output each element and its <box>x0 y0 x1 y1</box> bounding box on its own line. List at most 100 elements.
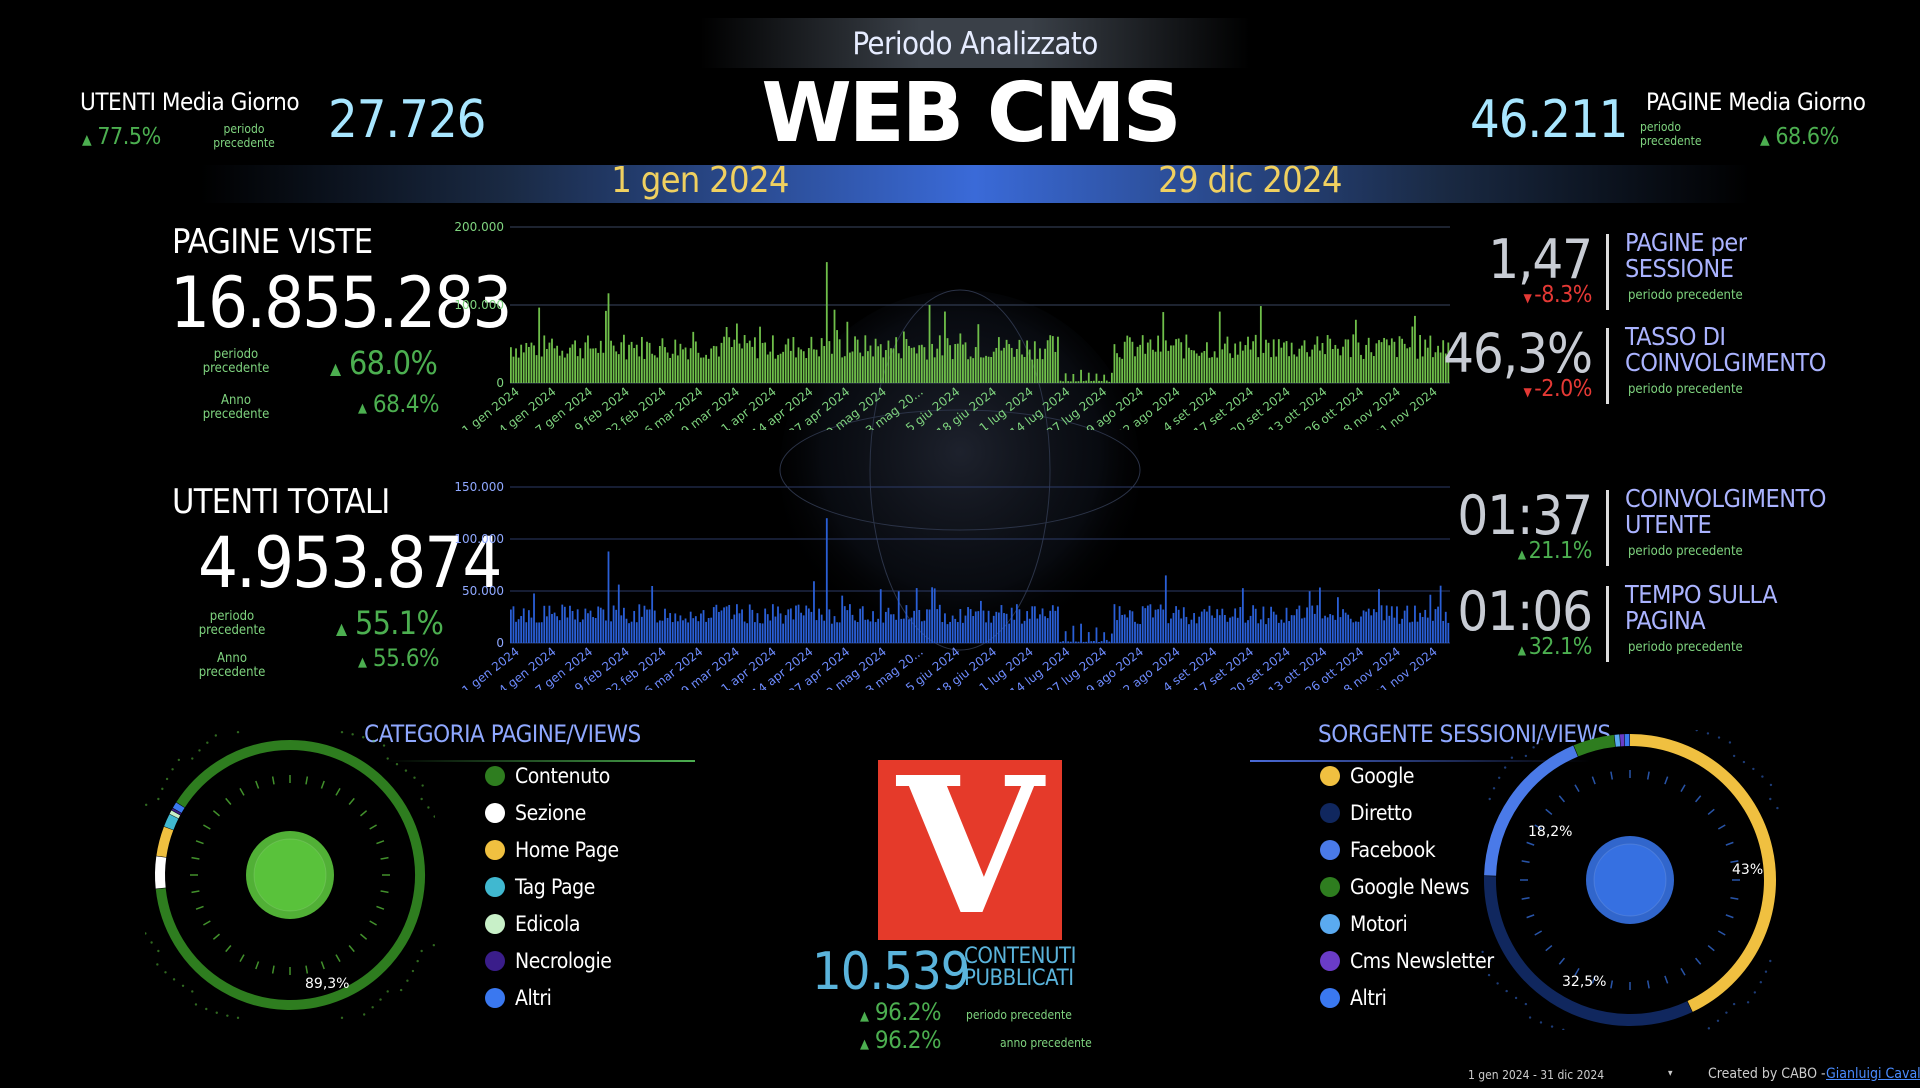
bar[interactable] <box>1021 623 1023 643</box>
bar[interactable] <box>743 335 746 383</box>
bar[interactable] <box>949 345 951 383</box>
bar[interactable] <box>1324 354 1326 383</box>
bar[interactable] <box>825 262 828 383</box>
bar[interactable] <box>1329 614 1332 643</box>
bar[interactable] <box>1193 613 1195 643</box>
bar[interactable] <box>838 339 841 383</box>
bar[interactable] <box>700 613 702 643</box>
bar[interactable] <box>1372 609 1375 643</box>
bar[interactable] <box>569 347 571 383</box>
bar[interactable] <box>1182 358 1185 383</box>
bar[interactable] <box>1424 609 1427 643</box>
bar[interactable] <box>985 622 987 643</box>
bar[interactable] <box>1216 609 1219 643</box>
bar[interactable] <box>856 339 859 383</box>
bar[interactable] <box>1069 381 1072 383</box>
bar[interactable] <box>1259 619 1262 643</box>
bar[interactable] <box>1411 326 1414 383</box>
bar[interactable] <box>515 348 517 383</box>
bar[interactable] <box>972 358 975 383</box>
bar[interactable] <box>1113 604 1116 643</box>
bar[interactable] <box>872 356 874 383</box>
bar[interactable] <box>884 350 887 383</box>
bar[interactable] <box>1329 338 1332 383</box>
bar[interactable] <box>741 609 743 643</box>
bar[interactable] <box>1218 311 1221 383</box>
bar[interactable] <box>928 609 931 643</box>
bar[interactable] <box>669 613 672 643</box>
bar[interactable] <box>938 335 941 383</box>
bar[interactable] <box>512 606 515 643</box>
bar[interactable] <box>1018 339 1021 383</box>
bar[interactable] <box>689 348 692 383</box>
bar[interactable] <box>1396 357 1398 383</box>
bar[interactable] <box>543 605 546 643</box>
bar[interactable] <box>992 615 995 643</box>
bar[interactable] <box>682 620 684 643</box>
bar[interactable] <box>1018 609 1021 643</box>
bar[interactable] <box>1062 641 1064 643</box>
bar[interactable] <box>753 622 756 643</box>
bar[interactable] <box>718 356 720 383</box>
bar[interactable] <box>630 341 633 383</box>
bar[interactable] <box>736 323 738 383</box>
bar[interactable] <box>1403 610 1406 643</box>
bar[interactable] <box>931 587 933 643</box>
bar[interactable] <box>525 622 528 643</box>
bar[interactable] <box>1236 354 1239 383</box>
bar[interactable] <box>1362 610 1365 643</box>
bar[interactable] <box>1398 623 1401 643</box>
bar[interactable] <box>1131 611 1134 643</box>
date-start[interactable]: 1 gen 2024 <box>611 160 789 201</box>
bar[interactable] <box>1036 358 1039 383</box>
bar[interactable] <box>669 357 672 383</box>
bar[interactable] <box>1121 614 1124 643</box>
bar[interactable] <box>612 345 615 383</box>
bar[interactable] <box>1044 348 1047 383</box>
bar[interactable] <box>517 619 520 643</box>
bar[interactable] <box>771 335 774 383</box>
bar[interactable] <box>946 338 949 383</box>
bar[interactable] <box>1136 623 1139 643</box>
bar[interactable] <box>723 336 725 383</box>
bar[interactable] <box>1288 621 1290 643</box>
bar[interactable] <box>1031 606 1034 643</box>
bar[interactable] <box>851 614 854 643</box>
bar[interactable] <box>602 609 605 643</box>
bar[interactable] <box>807 348 810 383</box>
bar[interactable] <box>777 606 779 643</box>
bar[interactable] <box>1442 340 1445 383</box>
bar[interactable] <box>1347 614 1350 643</box>
bar[interactable] <box>617 584 620 643</box>
bar[interactable] <box>1280 347 1283 383</box>
bar[interactable] <box>653 610 656 643</box>
bar[interactable] <box>782 623 785 643</box>
bar[interactable] <box>682 349 684 383</box>
bar[interactable] <box>1028 618 1031 643</box>
bar[interactable] <box>1311 605 1314 643</box>
bar[interactable] <box>1082 641 1085 643</box>
bar[interactable] <box>1272 339 1275 383</box>
bar[interactable] <box>1221 349 1224 383</box>
bar[interactable] <box>1280 619 1283 643</box>
bar[interactable] <box>563 606 566 643</box>
bar[interactable] <box>605 310 607 383</box>
pie-slice[interactable] <box>155 856 167 889</box>
bar[interactable] <box>1123 341 1126 383</box>
bar[interactable] <box>1311 349 1314 383</box>
bar[interactable] <box>969 356 972 383</box>
bar[interactable] <box>1105 380 1108 383</box>
bar[interactable] <box>1229 617 1231 643</box>
bar[interactable] <box>846 610 849 643</box>
bar[interactable] <box>1103 374 1106 383</box>
legend-item[interactable]: Motori <box>1320 912 1408 936</box>
bar[interactable] <box>936 609 939 643</box>
bar[interactable] <box>733 339 736 383</box>
bar[interactable] <box>895 337 898 383</box>
bar[interactable] <box>1378 340 1380 383</box>
bar[interactable] <box>648 342 651 383</box>
bar[interactable] <box>1185 616 1188 643</box>
bar[interactable] <box>836 330 838 383</box>
bar[interactable] <box>997 337 1000 383</box>
